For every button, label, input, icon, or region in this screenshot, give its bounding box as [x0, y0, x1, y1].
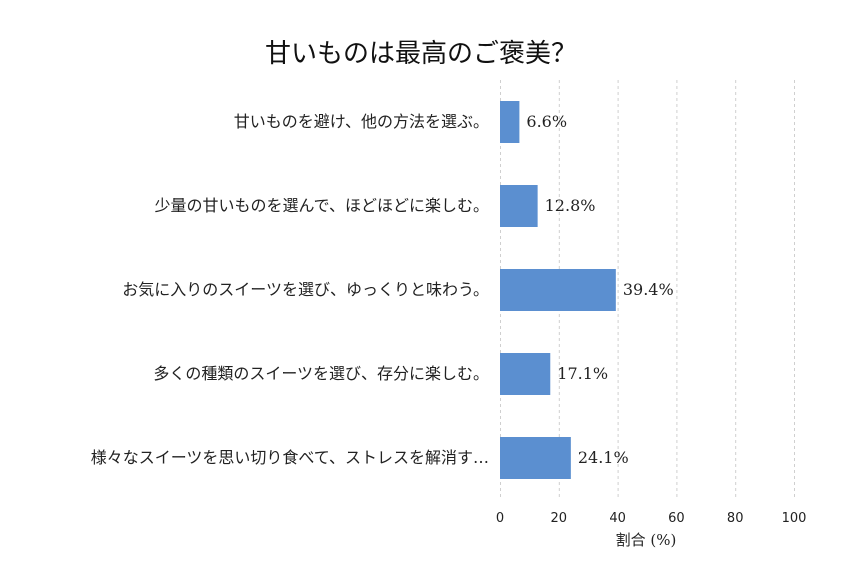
value-label: 6.6% — [526, 112, 567, 131]
x-tick-label: 40 — [609, 511, 626, 526]
bar — [500, 437, 571, 479]
value-label: 17.1% — [557, 364, 608, 383]
value-labels: 6.6% 12.8% 39.4% 17.1% 24.1% — [526, 112, 673, 467]
bars — [500, 101, 616, 479]
bar — [500, 353, 551, 395]
category-labels: 甘いものを避け、他の方法を選ぶ。少量の甘いものを選んで、ほどほどに楽しむ。お気に… — [91, 112, 489, 467]
x-tick-labels: 0 20 40 60 80 100 — [496, 511, 807, 526]
x-tick-label: 60 — [668, 511, 685, 526]
x-tick-label: 80 — [727, 511, 744, 526]
category-label: お気に入りのスイーツを選び、ゆっくりと味わう。 — [122, 280, 489, 299]
chart-title: 甘いものは最高のご褒美？ — [265, 39, 577, 69]
bar — [500, 101, 520, 143]
x-tick-label: 100 — [782, 511, 807, 526]
value-label: 39.4% — [623, 280, 674, 299]
x-tick-label: 20 — [551, 511, 568, 526]
category-label: 様々なスイーツを思い切り食べて、ストレスを解消す… — [91, 448, 489, 467]
category-label: 甘いものを避け、他の方法を選ぶ。 — [234, 112, 489, 131]
value-label: 12.8% — [545, 196, 596, 215]
bar — [500, 185, 538, 227]
value-label: 24.1% — [578, 448, 629, 467]
x-tick-label: 0 — [496, 511, 504, 526]
x-axis-label: 割合 (%) — [616, 531, 677, 549]
bar — [500, 269, 616, 311]
category-label: 少量の甘いものを選んで、ほどほどに楽しむ。 — [154, 196, 489, 215]
category-label: 多くの種類のスイーツを選び、存分に楽しむ。 — [153, 364, 489, 383]
